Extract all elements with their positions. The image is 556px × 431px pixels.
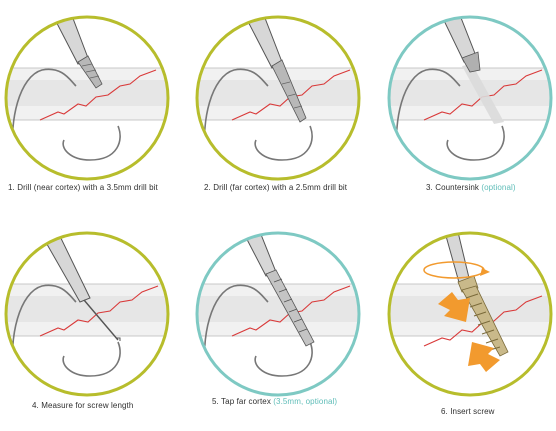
bone-medulla	[6, 80, 168, 106]
drill-bit-icon	[47, 17, 103, 89]
step-5-caption: 5. Tap far cortex (3.5mm, optional)	[212, 397, 337, 406]
bone-medulla	[389, 80, 551, 106]
clamp-jaw	[254, 125, 313, 161]
panel-5-tap-far-cortex	[195, 231, 361, 397]
panel-4-measure-screw-length	[4, 231, 170, 397]
rotation-arrow-icon	[423, 261, 490, 279]
panel-ring	[195, 15, 361, 181]
panel-1-drill-near-cortex	[4, 15, 170, 181]
clamp-jaw	[446, 125, 505, 161]
step-6-caption: 6. Insert screw	[441, 407, 495, 416]
panel-3-countersink	[387, 15, 553, 181]
step-4-label: 4. Measure for screw length	[32, 401, 134, 410]
step-3-label: 3. Countersink	[426, 183, 482, 192]
panel-ring	[387, 15, 553, 181]
panel-ring	[195, 231, 361, 397]
depth-gauge-icon	[39, 233, 121, 341]
step-4-caption: 4. Measure for screw length	[32, 401, 133, 410]
panel-2-drill-far-cortex	[195, 15, 361, 181]
drill-hole	[462, 64, 504, 124]
step-1-caption: 1. Drill (near cortex) with a 3.5mm dril…	[8, 183, 158, 192]
compression-arrow-icon	[438, 292, 500, 372]
fracture-line	[39, 69, 157, 121]
bone-medulla	[6, 296, 168, 322]
step-6-label: 6. Insert screw	[441, 407, 495, 416]
bone-medulla	[197, 296, 359, 322]
fracture-line	[39, 285, 159, 337]
clamp-jaw	[254, 341, 313, 377]
panel-ring	[387, 231, 553, 397]
clamp-jaw	[62, 341, 121, 377]
panel-ring	[4, 231, 170, 397]
bone-medulla	[197, 80, 359, 106]
step-3-caption: 3. Countersink (optional)	[426, 183, 516, 192]
screw-icon	[445, 233, 509, 357]
step-5-label: 5. Tap far cortex	[212, 397, 274, 406]
step-3-optional: (optional)	[481, 183, 516, 192]
panel-6-insert-screw	[387, 231, 553, 397]
step-2-label: 2. Drill (far cortex) with a 2.5mm drill…	[204, 183, 348, 192]
drill-bit-icon	[239, 17, 307, 123]
clamp-jaw	[62, 125, 121, 161]
step-5-optional: (3.5mm, optional)	[273, 397, 338, 406]
step-2-caption: 2. Drill (far cortex) with a 2.5mm drill…	[204, 183, 347, 192]
countersink-icon	[435, 17, 481, 73]
step-1-label: 1. Drill (near cortex) with a 3.5mm dril…	[8, 183, 158, 192]
panel-ring	[4, 15, 170, 181]
